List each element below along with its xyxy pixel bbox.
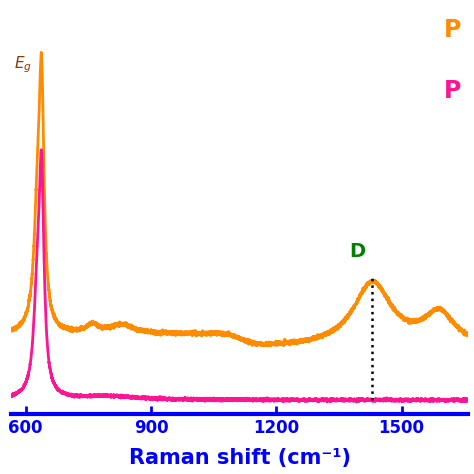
Text: P: P <box>444 18 462 42</box>
Text: $E_g$: $E_g$ <box>14 55 32 75</box>
X-axis label: Raman shift (cm⁻¹): Raman shift (cm⁻¹) <box>129 448 351 468</box>
Text: D: D <box>350 242 366 261</box>
Text: P: P <box>444 79 462 103</box>
